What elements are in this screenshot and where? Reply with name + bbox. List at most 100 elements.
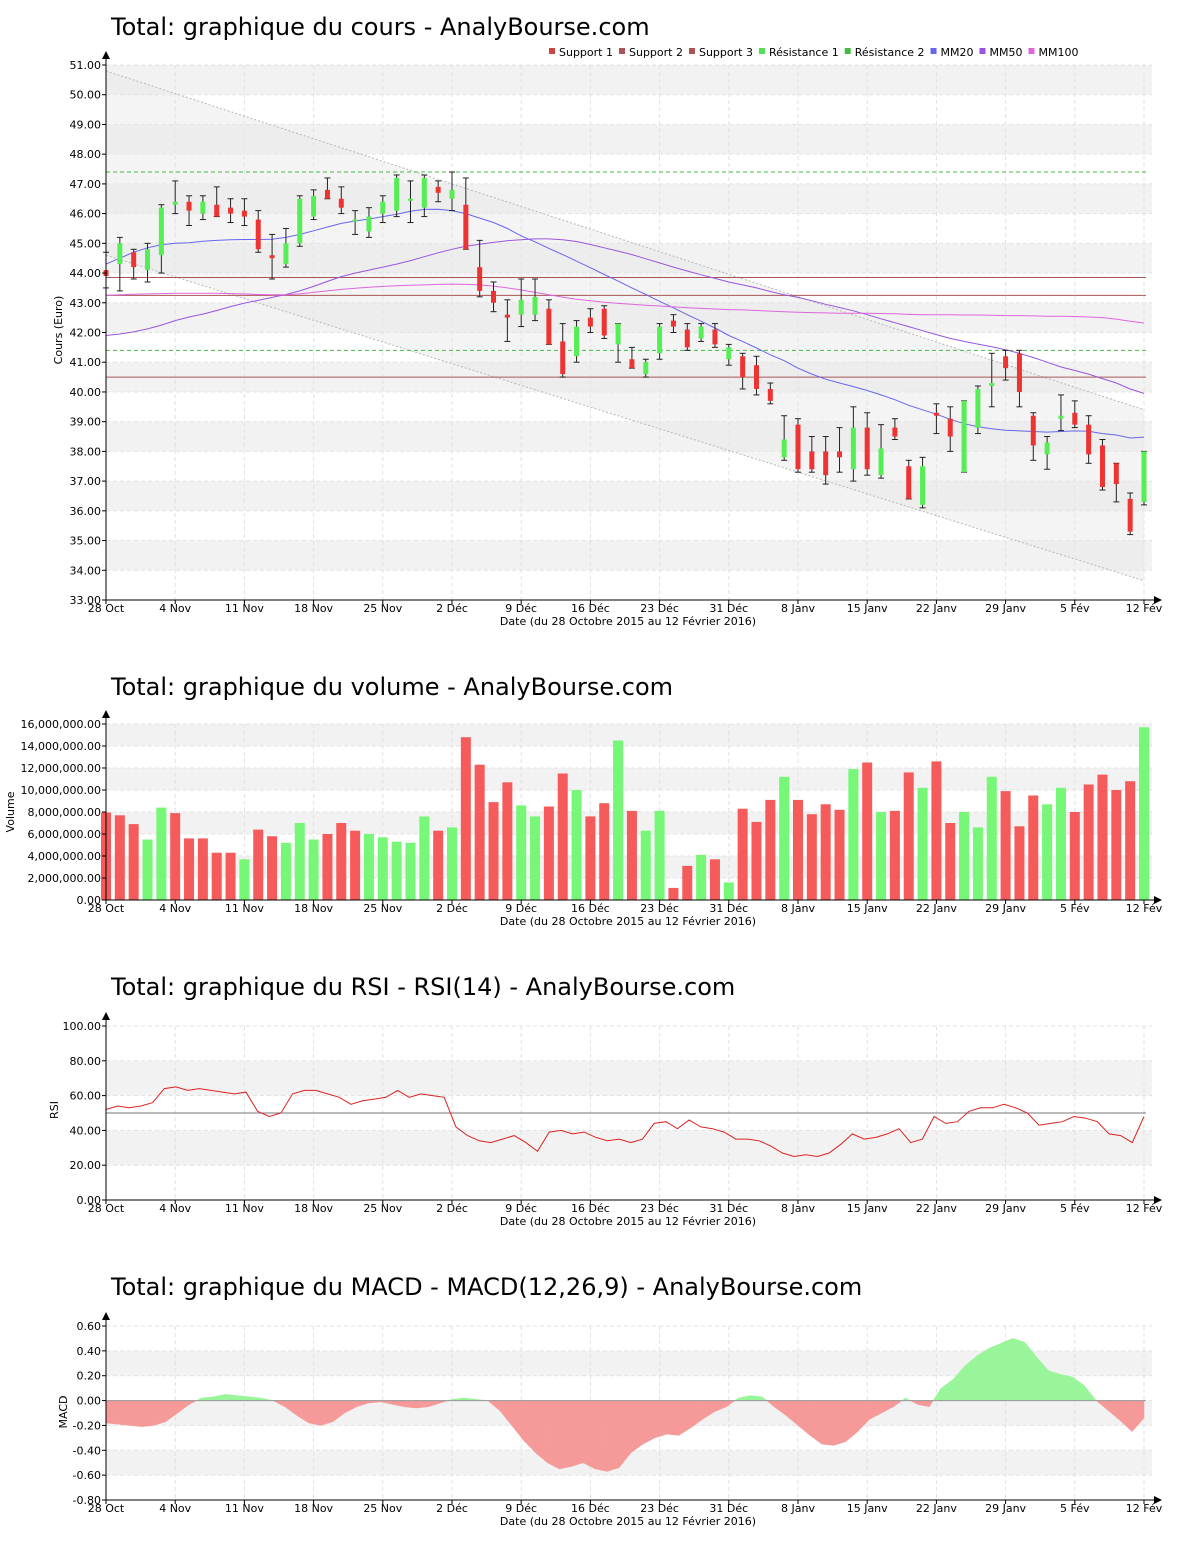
p-x-tick-label: 2 Déc — [436, 602, 468, 615]
volume-bar-down — [765, 799, 776, 900]
volume-bar-up — [972, 827, 983, 900]
candle-down — [1016, 353, 1022, 392]
macd-area-positive — [1060, 1374, 1073, 1401]
volume-bar-down — [1028, 795, 1039, 900]
candle-down — [823, 451, 829, 476]
m-x-tick-label: 25 Nov — [363, 1502, 402, 1515]
p-x-tick-label: 31 Déc — [709, 602, 748, 615]
p-x-tick-label: 23 Déc — [640, 602, 679, 615]
legend-swatch — [618, 48, 625, 54]
candle-down — [1086, 424, 1092, 455]
volume-bar-up — [848, 769, 859, 900]
candle-up — [407, 198, 413, 201]
macd-area-positive — [1000, 1338, 1014, 1401]
macd-area-negative — [308, 1400, 322, 1426]
price-axes — [102, 51, 1162, 604]
legend-label: MM20 — [941, 46, 974, 59]
m-x-tick-label: 28 Oct — [88, 1502, 125, 1515]
v-y-tick-label: 14,000,000.00 — [21, 740, 101, 753]
volume-bar-up — [363, 834, 374, 900]
macd-area-positive — [738, 1395, 751, 1401]
v-x-tick-label: 22 Janv — [916, 902, 957, 915]
macd-chart: Total: graphique du MACD - MACD(12,26,9)… — [57, 1273, 1163, 1528]
r-x-tick-label: 2 Déc — [436, 1202, 468, 1215]
macd-area-negative — [594, 1400, 608, 1472]
legend-label: Résistance 1 — [769, 46, 839, 59]
macd-area-negative — [320, 1400, 333, 1426]
volume-bar-down — [626, 810, 637, 900]
volume-bar-down — [862, 762, 873, 900]
p-x-tick-label: 18 Nov — [294, 602, 333, 615]
macd-area-positive — [248, 1396, 262, 1401]
volume-bar-down — [1097, 774, 1108, 900]
p-y-tick-label: 44.00 — [70, 267, 102, 280]
p-y-tick-label: 40.00 — [70, 386, 102, 399]
candle-down — [587, 317, 593, 327]
candle-down — [477, 267, 483, 291]
candle-down — [241, 210, 247, 217]
candle-down — [214, 204, 220, 217]
p-band — [106, 124, 1152, 155]
candle-up — [200, 201, 206, 214]
p-x-tick-label: 8 Janv — [781, 602, 815, 615]
m-x-tick-label: 22 Janv — [916, 1502, 957, 1515]
candle-down — [892, 427, 898, 437]
macd-area-positive — [1048, 1370, 1061, 1401]
candle-up — [394, 177, 400, 211]
r-x-tick-label: 5 Fév — [1060, 1202, 1090, 1215]
r-x-tick-label: 11 Nov — [225, 1202, 264, 1215]
macd-axes — [102, 1312, 1162, 1504]
r-x-tick-label: 16 Déc — [571, 1202, 610, 1215]
volume-bar-down — [1083, 784, 1094, 900]
macd-area-negative — [821, 1400, 835, 1446]
volume-bar-down — [336, 823, 347, 900]
volume-bar-down — [682, 865, 693, 900]
v-y-tick-label: 2,000,000.00 — [28, 872, 101, 885]
candle-down — [947, 418, 953, 437]
price-support-resistance — [106, 171, 1146, 378]
candle-up — [297, 198, 303, 244]
volume-bar-up — [142, 839, 153, 900]
legend-swatch — [979, 48, 986, 54]
r-band — [106, 1060, 1152, 1096]
candle-up — [975, 388, 981, 428]
macd-area-positive — [236, 1395, 250, 1401]
volume-bar-down — [737, 808, 748, 900]
candle-down — [546, 308, 552, 345]
volume-bar-up — [294, 823, 305, 900]
candle-up — [352, 219, 358, 222]
volume-bar-down — [1111, 790, 1122, 900]
m-x-tick-label: 31 Déc — [709, 1502, 748, 1515]
p-y-tick-label: 37.00 — [70, 475, 102, 488]
candle-up — [311, 195, 317, 217]
macd-area-negative — [630, 1400, 644, 1454]
volume-bars — [101, 727, 1149, 900]
volume-bar-down — [433, 830, 444, 900]
legend-label: MM50 — [990, 46, 1023, 59]
candle-up — [615, 323, 621, 345]
p-x-tick-label: 15 Janv — [847, 602, 888, 615]
p-y-tick-label: 41.00 — [70, 356, 102, 369]
price-x-label: Date (du 28 Octobre 2015 au 12 Février 2… — [500, 615, 756, 628]
p-x-tick-label: 5 Fév — [1060, 602, 1090, 615]
legend-swatch — [1028, 48, 1035, 54]
p-band — [106, 243, 1152, 274]
legend-label: MM100 — [1038, 46, 1078, 59]
p-y-tick-label: 51.00 — [70, 59, 102, 72]
volume-bar-down — [502, 782, 513, 900]
volume-bar-down — [184, 838, 195, 900]
legend-label: Support 2 — [629, 46, 683, 59]
volume-bar-down — [350, 830, 361, 900]
v-x-tick-label: 9 Déc — [505, 902, 537, 915]
v-y-tick-label: 10,000,000.00 — [21, 784, 101, 797]
volume-bar-down — [931, 761, 942, 900]
legend-label: Support 1 — [559, 46, 613, 59]
volume-bar-down — [709, 859, 720, 900]
volume-bar-up — [308, 839, 319, 900]
volume-bar-up — [405, 842, 416, 900]
volume-bar-up — [391, 841, 402, 900]
rsi-plot-background — [106, 1060, 1152, 1166]
volume-bar-up — [419, 816, 430, 900]
p-y-tick-label: 43.00 — [70, 297, 102, 310]
